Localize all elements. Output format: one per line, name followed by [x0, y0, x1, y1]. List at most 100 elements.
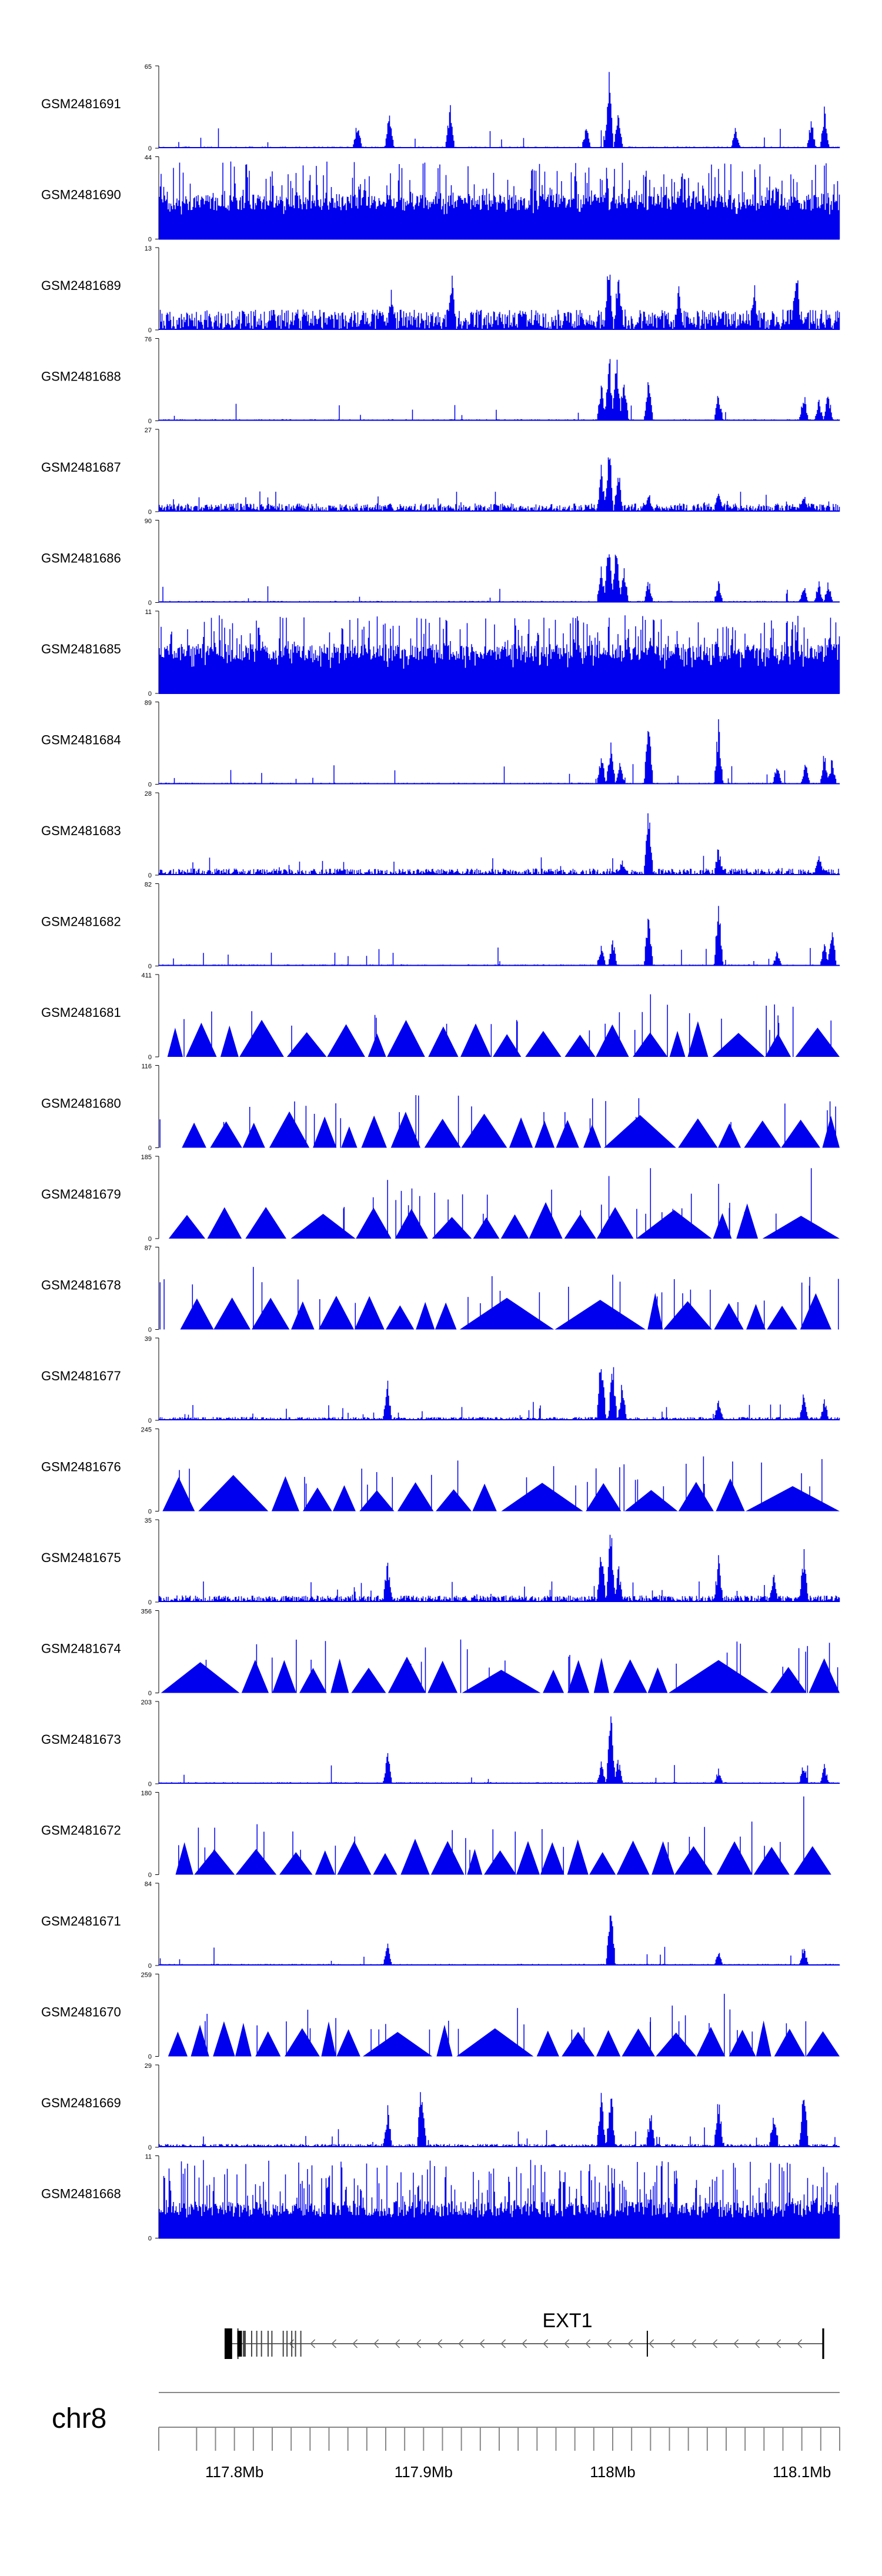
signal-peaks: [179, 1456, 823, 1511]
y-min-label: 0: [148, 1327, 152, 1334]
y-max-label: 259: [141, 1972, 152, 1979]
track-label: GSM2481674: [41, 1641, 121, 1656]
y-min-label: 0: [148, 1872, 152, 1879]
track-label: GSM2481680: [41, 1096, 121, 1111]
signal-peaks: [183, 994, 832, 1057]
y-max-label: 185: [141, 1154, 152, 1161]
signal-bars: [159, 275, 840, 330]
track-gsm2481671: GSM2481671 84 0: [41, 1881, 840, 1970]
y-max-label: 11: [145, 2154, 152, 2161]
track-label: GSM2481668: [41, 2187, 121, 2201]
track-label: GSM2481689: [41, 278, 121, 293]
exon: [271, 2331, 273, 2357]
track-gsm2481669: GSM2481669 29 0: [41, 2063, 840, 2151]
track-gsm2481670: GSM2481670 259 0: [41, 1972, 840, 2061]
y-max-label: 87: [145, 1245, 152, 1252]
exon: [250, 2331, 252, 2357]
signal-peaks: [178, 1796, 804, 1875]
y-min-label: 0: [148, 2054, 152, 2061]
signal-area: [168, 1202, 840, 1239]
track-gsm2481668: GSM2481668 11 0: [41, 2154, 840, 2243]
exon: [243, 2331, 246, 2357]
track-gsm2481689: GSM2481689 13 0: [41, 245, 840, 334]
signal-bars: [159, 457, 840, 512]
exon: [646, 2331, 648, 2357]
y-min-label: 0: [148, 1236, 152, 1243]
signal-peaks: [205, 1639, 838, 1693]
exon: [282, 2331, 284, 2357]
genome-axis: chr8 117.8Mb 117.9Mb 118Mb 118.1Mb: [52, 2392, 840, 2481]
signal-area: [161, 1656, 840, 1693]
y-min-label: 0: [148, 2144, 152, 2151]
y-min-label: 0: [148, 1054, 152, 1061]
track-gsm2481674: GSM2481674 356 0: [41, 1609, 840, 1697]
track-gsm2481687: GSM2481687 27 0: [41, 427, 840, 516]
y-max-label: 89: [145, 700, 152, 707]
chromosome-label: chr8: [52, 2403, 106, 2434]
track-gsm2481685: GSM2481685 11 0: [41, 609, 840, 698]
y-max-label: 203: [141, 1699, 152, 1706]
y-max-label: 29: [145, 2063, 152, 2070]
track-gsm2481690: GSM2481690 44 0: [41, 155, 840, 243]
track-gsm2481684: GSM2481684 89 0: [41, 700, 840, 789]
signal-peaks: [205, 1994, 807, 2057]
exon: [237, 2331, 242, 2357]
track-gsm2481678: GSM2481678 87 0: [41, 1245, 839, 1334]
signal-peaks: [343, 1168, 812, 1239]
signal-bars: [159, 813, 840, 875]
signal-bars: [161, 554, 838, 603]
signal-area: [162, 1474, 840, 1511]
track-label: GSM2481670: [41, 2005, 121, 2020]
track-gsm2481675: GSM2481675 35 0: [41, 1517, 840, 1606]
track-label: GSM2481686: [41, 551, 121, 566]
track-label: GSM2481677: [41, 1369, 121, 1383]
signal-bars: [159, 161, 840, 239]
exon: [291, 2331, 293, 2357]
track-gsm2481673: GSM2481673 203 0: [41, 1699, 840, 1788]
y-max-label: 180: [141, 1790, 152, 1797]
track-label: GSM2481685: [41, 642, 121, 656]
signal-tracks: GSM2481691650GSM2481690440GSM2481689130G…: [41, 64, 840, 2243]
signal-area: [168, 2020, 840, 2057]
track-gsm2481677: GSM2481677 39 0: [41, 1336, 840, 1424]
track-gsm2481681: GSM2481681 411 0: [41, 972, 840, 1061]
y-max-label: 65: [145, 64, 152, 71]
y-min-label: 0: [148, 1781, 152, 1788]
track-gsm2481672: GSM2481672 180 0: [41, 1790, 831, 1879]
y-min-label: 0: [148, 145, 152, 152]
y-max-label: 82: [145, 882, 152, 889]
track-gsm2481683: GSM2481683 28 0: [41, 790, 840, 879]
y-max-label: 28: [145, 790, 152, 798]
exon: [300, 2331, 302, 2357]
y-min-label: 0: [148, 2235, 152, 2243]
signal-bars: [159, 1367, 840, 1420]
signal-bars: [159, 2092, 840, 2147]
y-max-label: 356: [141, 1609, 152, 1616]
track-gsm2481680: GSM2481680 116 0: [41, 1063, 840, 1152]
y-min-label: 0: [148, 1417, 152, 1424]
y-min-label: 0: [148, 1963, 152, 1970]
y-min-label: 0: [148, 236, 152, 243]
signal-area: [182, 1111, 840, 1148]
axis-tick-label: 118.1Mb: [773, 2463, 831, 2481]
y-max-label: 411: [141, 972, 152, 979]
signal-bars: [159, 2160, 840, 2238]
axis-tick-label: 117.8Mb: [205, 2463, 263, 2481]
track-label: GSM2481690: [41, 188, 121, 202]
y-min-label: 0: [148, 600, 152, 607]
signal-bars: [159, 359, 840, 421]
axis-tick-label: 118Mb: [590, 2463, 636, 2481]
track-gsm2481676: GSM2481676 245 0: [41, 1427, 840, 1516]
y-min-label: 0: [148, 1145, 152, 1152]
y-min-label: 0: [148, 418, 152, 425]
signal-bars: [159, 615, 840, 693]
track-label: GSM2481675: [41, 1550, 121, 1565]
track-label: GSM2481682: [41, 915, 121, 929]
track-label: GSM2481671: [41, 1914, 121, 1928]
track-label: GSM2481676: [41, 1460, 121, 1474]
gene-label: EXT1: [542, 2310, 592, 2332]
y-max-label: 44: [145, 155, 152, 162]
gene-track: EXT1: [224, 2310, 824, 2359]
y-min-label: 0: [148, 1690, 152, 1697]
track-label: GSM2481669: [41, 2095, 121, 2110]
